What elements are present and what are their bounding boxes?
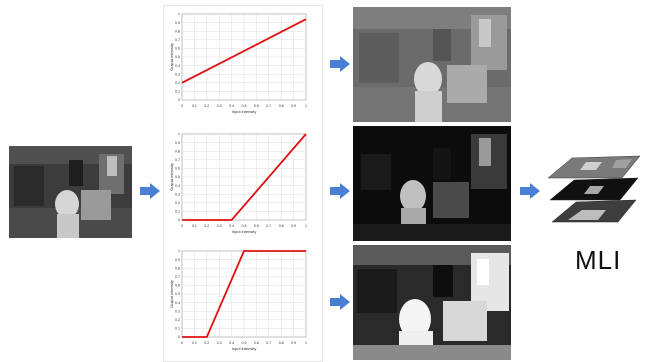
y-tick-label: 0.8 bbox=[175, 29, 180, 33]
x-tick-label: 0.9 bbox=[291, 341, 296, 345]
x-tick-label: 0.2 bbox=[204, 341, 209, 345]
output-image-2 bbox=[353, 126, 511, 241]
y-tick-label: 0.8 bbox=[175, 266, 180, 270]
x-tick-label: 0.6 bbox=[254, 224, 259, 228]
x-tick-label: 0.6 bbox=[254, 104, 259, 108]
x-axis-label: Input intensity bbox=[232, 346, 257, 351]
x-tick-label: 0.6 bbox=[254, 341, 259, 345]
x-tick-label: 0 bbox=[181, 224, 183, 228]
x-tick-label: 0.9 bbox=[291, 224, 296, 228]
x-tick-label: 0.1 bbox=[192, 341, 197, 345]
x-tick-label: 0.7 bbox=[266, 341, 271, 345]
y-tick-label: 0.4 bbox=[175, 184, 180, 188]
x-tick-label: 1 bbox=[305, 341, 307, 345]
x-tick-label: 0.3 bbox=[217, 224, 222, 228]
arrow-right-icon bbox=[330, 294, 350, 310]
y-tick-label: 0.2 bbox=[175, 318, 180, 322]
y-tick-label: 0.5 bbox=[175, 175, 180, 179]
x-tick-label: 0 bbox=[181, 104, 183, 108]
x-tick-label: 0.7 bbox=[266, 104, 271, 108]
y-axis-label: Output intensity bbox=[169, 163, 174, 191]
arrow-right-icon bbox=[330, 56, 350, 72]
y-tick-label: 0.9 bbox=[175, 258, 180, 262]
x-tick-label: 0.5 bbox=[242, 104, 247, 108]
curve-line bbox=[182, 250, 306, 338]
x-tick-label: 0.7 bbox=[266, 224, 271, 228]
y-tick-label: 0.7 bbox=[175, 275, 180, 279]
y-tick-label: 1 bbox=[178, 249, 180, 253]
y-tick-label: 0.6 bbox=[175, 47, 180, 51]
x-axis-label: Input intensity bbox=[232, 229, 257, 234]
y-axis-label: Output intensity bbox=[169, 43, 174, 71]
x-tick-label: 1 bbox=[305, 224, 307, 228]
transfer-chart-2: 0 0.1 0.2 0.3 0.4 0.5 0.6 0.7 0.8 0.9 1 0 0.1 0.2 0.3 0… bbox=[168, 128, 316, 238]
y-tick-label: 0.8 bbox=[175, 149, 180, 153]
x-tick-label: 0.2 bbox=[204, 224, 209, 228]
curve-line bbox=[182, 133, 307, 221]
x-tick-label: 0.2 bbox=[204, 104, 209, 108]
mli-layer-stack bbox=[546, 150, 646, 235]
mli-label: MLI bbox=[575, 245, 622, 275]
x-tick-label: 0.5 bbox=[242, 224, 247, 228]
y-tick-label: 0.9 bbox=[175, 141, 180, 145]
y-tick-label: 1 bbox=[178, 132, 180, 136]
x-tick-label: 0.5 bbox=[242, 341, 247, 345]
transfer-chart-1: 0 0.1 0.2 0.3 0.4 0.5 0.6 0.7 0.8 0.9 1 0 0.1 0.2 0.3 0… bbox=[168, 8, 316, 118]
transfer-chart-3: 0 0.1 0.2 0.3 0.4 0.5 0.6 0.7 0.8 0.9 1 0 0.1 0.2 0.3 0… bbox=[168, 245, 316, 355]
curve-line bbox=[181, 18, 307, 84]
y-tick-label: 0.1 bbox=[175, 90, 180, 94]
output-image-3 bbox=[353, 245, 511, 360]
x-tick-label: 0.4 bbox=[229, 224, 234, 228]
x-tick-label: 0.9 bbox=[291, 104, 296, 108]
x-tick-label: 0.1 bbox=[192, 224, 197, 228]
x-tick-label: 0.8 bbox=[279, 224, 284, 228]
x-tick-label: 0 bbox=[181, 341, 183, 345]
x-tick-label: 1 bbox=[305, 104, 307, 108]
x-tick-label: 0.8 bbox=[279, 341, 284, 345]
arrow-right-icon bbox=[520, 183, 540, 199]
y-tick-label: 0.7 bbox=[175, 38, 180, 42]
x-tick-label: 0.1 bbox=[192, 104, 197, 108]
y-tick-label: 0.6 bbox=[175, 284, 180, 288]
y-axis-label: Output intensity bbox=[169, 280, 174, 308]
x-tick-label: 0.3 bbox=[217, 341, 222, 345]
y-tick-label: 0.1 bbox=[175, 210, 180, 214]
y-tick-label: 0.3 bbox=[175, 72, 180, 76]
y-tick-label: 0.5 bbox=[175, 55, 180, 59]
y-tick-label: 1 bbox=[178, 12, 180, 16]
y-tick-label: 0 bbox=[178, 98, 180, 102]
y-tick-label: 0.6 bbox=[175, 167, 180, 171]
y-tick-label: 0.2 bbox=[175, 81, 180, 85]
arrow-right-icon bbox=[330, 183, 350, 199]
y-tick-label: 0.9 bbox=[175, 21, 180, 25]
input-image bbox=[9, 146, 132, 238]
y-tick-label: 0.3 bbox=[175, 309, 180, 313]
y-tick-label: 0.4 bbox=[175, 301, 180, 305]
x-axis-label: Input intensity bbox=[232, 109, 257, 114]
x-tick-label: 0.4 bbox=[229, 104, 234, 108]
y-tick-label: 0.1 bbox=[175, 327, 180, 331]
y-tick-label: 0.4 bbox=[175, 64, 180, 68]
y-tick-label: 0.5 bbox=[175, 292, 180, 296]
x-tick-label: 0.8 bbox=[279, 104, 284, 108]
arrow-right-icon bbox=[140, 183, 160, 199]
x-tick-label: 0.4 bbox=[229, 341, 234, 345]
output-image-1 bbox=[353, 7, 511, 122]
x-tick-label: 0.3 bbox=[217, 104, 222, 108]
y-tick-label: 0 bbox=[178, 218, 180, 222]
y-tick-label: 0.2 bbox=[175, 201, 180, 205]
y-tick-label: 0 bbox=[178, 335, 180, 339]
y-tick-label: 0.3 bbox=[175, 192, 180, 196]
y-tick-label: 0.7 bbox=[175, 158, 180, 162]
